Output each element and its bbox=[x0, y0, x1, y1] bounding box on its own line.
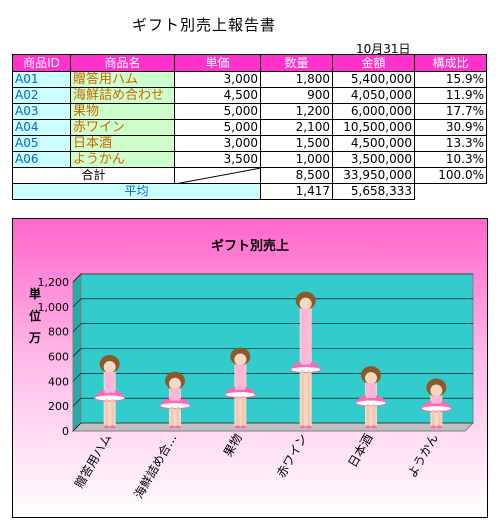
diagonal-line bbox=[180, 168, 260, 183]
average-quantity-cell[interactable]: 1,417 bbox=[260, 183, 333, 200]
table-row: A02 海鮮詰め合わせ 4,500 900 4,050,000 11.9% bbox=[12, 87, 487, 104]
sales-chart[interactable]: ギフト別売上 単位万 0 200 400 600 800 1,000 1,200 贈答用ハム海… bbox=[12, 218, 488, 518]
quantity-cell[interactable]: 1,200 bbox=[260, 103, 333, 120]
table-row: A05 日本酒 3,000 1,500 4,500,000 13.3% bbox=[12, 135, 487, 152]
y-tick-label: 1,000 bbox=[38, 301, 70, 314]
empty-cell bbox=[415, 184, 487, 200]
ratio-cell[interactable]: 13.3% bbox=[414, 135, 487, 152]
y-tick-label: 800 bbox=[48, 326, 69, 339]
price-cell[interactable]: 3,500 bbox=[174, 151, 261, 168]
ratio-cell[interactable]: 17.7% bbox=[414, 103, 487, 120]
table-row: A01 贈答用ハム 3,000 1,800 5,400,000 15.9% bbox=[12, 71, 487, 88]
bar-doll-stack[interactable] bbox=[159, 371, 191, 429]
product-name-cell[interactable]: 果物 bbox=[70, 103, 175, 120]
table-row: A03 果物 5,000 1,200 6,000,000 17.7% bbox=[12, 103, 487, 120]
price-cell[interactable]: 4,500 bbox=[174, 87, 261, 104]
gridline-side bbox=[72, 273, 82, 283]
x-tick-label: 海鮮詰め合… bbox=[131, 431, 180, 501]
amount-cell[interactable]: 4,050,000 bbox=[332, 87, 415, 104]
plot-floor bbox=[71, 422, 475, 432]
sales-table: 商品ID 商品名 単価 数量 金額 構成比 A01 贈答用ハム 3,000 1,… bbox=[12, 54, 487, 200]
diagonal-cell[interactable] bbox=[174, 167, 261, 184]
y-tick-label: 1,200 bbox=[38, 276, 70, 289]
gridline-side bbox=[72, 422, 82, 432]
header-cell[interactable]: 金額 bbox=[332, 54, 415, 72]
x-tick-label: ようかん bbox=[405, 432, 441, 481]
report-title: ギフト別売上報告書 bbox=[132, 16, 277, 34]
product-name-cell[interactable]: 赤ワイン bbox=[70, 119, 175, 136]
product-name-cell[interactable]: 日本酒 bbox=[70, 135, 175, 152]
x-tick-label: 贈答用ハム bbox=[71, 431, 114, 490]
quantity-cell[interactable]: 2,100 bbox=[260, 119, 333, 136]
amount-cell[interactable]: 3,500,000 bbox=[332, 151, 415, 168]
table-row: A04 赤ワイン 5,000 2,100 10,500,000 30.9% bbox=[12, 119, 487, 136]
product-id-cell[interactable]: A03 bbox=[12, 103, 71, 120]
header-cell[interactable]: 数量 bbox=[260, 54, 333, 72]
amount-cell[interactable]: 4,500,000 bbox=[332, 135, 415, 152]
total-amount-cell[interactable]: 33,950,000 bbox=[332, 167, 415, 184]
product-name-cell[interactable]: 海鮮詰め合わせ bbox=[70, 87, 175, 104]
gridline-side bbox=[72, 348, 82, 357]
header-cell[interactable]: 構成比 bbox=[414, 54, 487, 72]
quantity-cell[interactable]: 900 bbox=[260, 87, 333, 104]
ratio-cell[interactable]: 10.3% bbox=[414, 151, 487, 168]
bar-doll-stack[interactable] bbox=[224, 347, 256, 429]
bar-doll-stack[interactable] bbox=[355, 366, 387, 429]
amount-cell[interactable]: 10,500,000 bbox=[332, 119, 415, 136]
bar-doll-stack[interactable] bbox=[420, 378, 452, 429]
ratio-cell[interactable]: 15.9% bbox=[414, 71, 487, 88]
gridline-side bbox=[72, 397, 82, 407]
product-id-cell[interactable]: A05 bbox=[12, 135, 71, 152]
quantity-cell[interactable]: 1,000 bbox=[260, 151, 333, 168]
chart-canvas: 0 200 400 600 800 1,000 1,200 贈答用ハム 海鮮詰め合… 果物 赤ワイン… bbox=[38, 272, 475, 501]
header-cell[interactable]: 商品ID bbox=[12, 54, 71, 72]
y-tick-label: 400 bbox=[48, 375, 69, 388]
header-cell[interactable]: 商品名 bbox=[70, 54, 175, 72]
y-tick-label: 600 bbox=[48, 351, 69, 364]
average-label[interactable]: 平均 bbox=[12, 183, 261, 200]
total-row: 合計 8,500 33,950,000 100.0% bbox=[12, 167, 487, 184]
quantity-cell[interactable]: 1,800 bbox=[260, 71, 333, 88]
bar-doll-stack[interactable] bbox=[290, 291, 322, 429]
ratio-cell[interactable]: 30.9% bbox=[414, 119, 487, 136]
gridline-side bbox=[72, 373, 82, 382]
ratio-cell[interactable]: 11.9% bbox=[414, 87, 487, 104]
quantity-cell[interactable]: 1,500 bbox=[260, 135, 333, 152]
price-cell[interactable]: 3,000 bbox=[174, 135, 261, 152]
y-tick-label: 200 bbox=[48, 400, 69, 413]
product-id-cell[interactable]: A02 bbox=[12, 87, 71, 104]
table-header-row: 商品ID 商品名 単価 数量 金額 構成比 bbox=[12, 54, 487, 72]
x-tick-label: 赤ワイン bbox=[274, 432, 310, 481]
amount-cell[interactable]: 6,000,000 bbox=[332, 103, 415, 120]
x-tick-label: 日本酒 bbox=[345, 432, 375, 470]
report-date: 10月31日 bbox=[356, 42, 411, 56]
price-cell[interactable]: 5,000 bbox=[174, 119, 261, 136]
bar-doll-stack[interactable] bbox=[94, 354, 126, 429]
header-cell[interactable]: 単価 bbox=[174, 54, 261, 72]
amount-cell[interactable]: 5,400,000 bbox=[332, 71, 415, 88]
gridline-side bbox=[72, 298, 82, 308]
product-id-cell[interactable]: A06 bbox=[12, 151, 71, 168]
chart-title: ギフト別売上 bbox=[210, 239, 289, 254]
product-id-cell[interactable]: A01 bbox=[12, 71, 71, 88]
total-quantity-cell[interactable]: 8,500 bbox=[260, 167, 333, 184]
x-tick-label: 果物 bbox=[221, 432, 245, 460]
average-amount-cell[interactable]: 5,658,333 bbox=[332, 183, 415, 200]
y-tick-label: 0 bbox=[62, 425, 69, 438]
total-label[interactable]: 合計 bbox=[12, 167, 175, 184]
price-cell[interactable]: 3,000 bbox=[174, 71, 261, 88]
total-ratio-cell[interactable]: 100.0% bbox=[414, 167, 487, 184]
product-name-cell[interactable]: ようかん bbox=[70, 151, 175, 168]
gridline-side bbox=[72, 323, 82, 332]
product-id-cell[interactable]: A04 bbox=[12, 119, 71, 136]
product-name-cell[interactable]: 贈答用ハム bbox=[70, 71, 175, 88]
table-row: A06 ようかん 3,500 1,000 3,500,000 10.3% bbox=[12, 151, 487, 168]
average-row: 平均 1,417 5,658,333 bbox=[12, 183, 487, 200]
price-cell[interactable]: 5,000 bbox=[174, 103, 261, 120]
y-axis-label: 単位万 bbox=[28, 287, 41, 345]
